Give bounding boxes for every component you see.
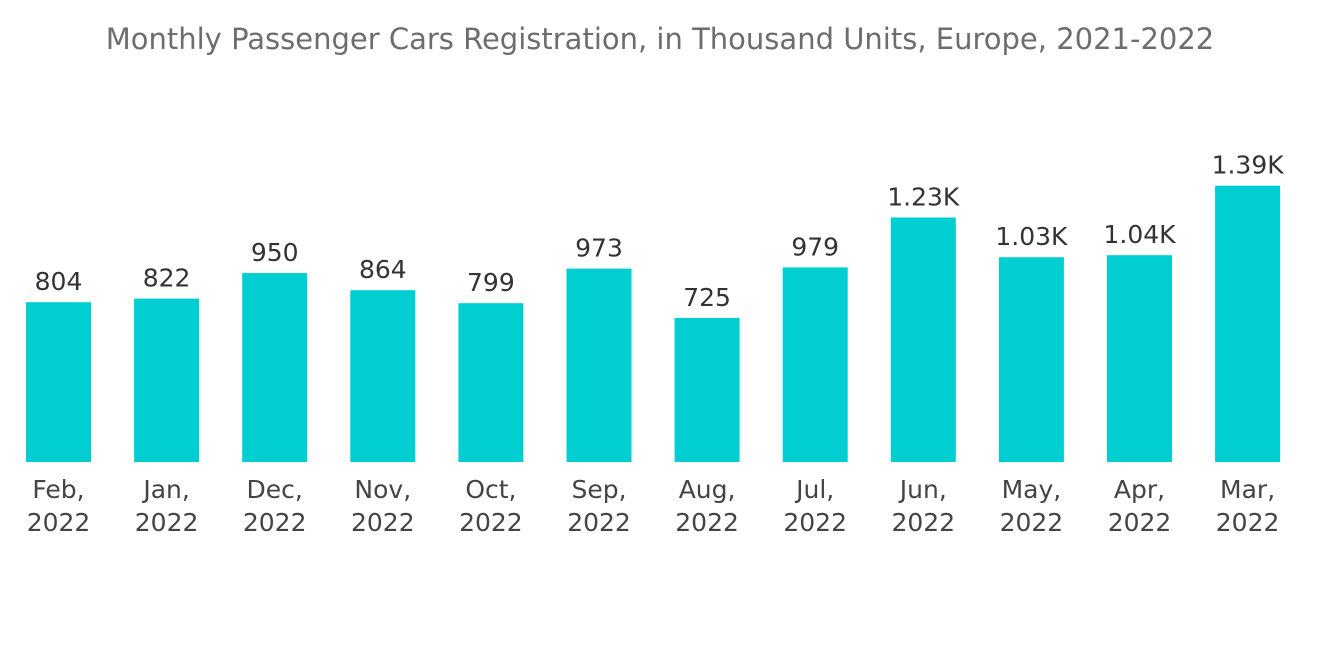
bar-0 xyxy=(26,302,91,462)
x-tick-label-10-line-0: Apr, xyxy=(1114,475,1165,504)
x-tick-label-11-line-1: 2022 xyxy=(1216,508,1280,537)
x-tick-label-5-line-1: 2022 xyxy=(567,508,631,537)
data-label-8: 1.23K xyxy=(887,183,960,212)
bars-layer xyxy=(26,185,1281,462)
bar-11 xyxy=(1215,185,1281,462)
data-label-7: 979 xyxy=(791,232,839,261)
data-label-5: 973 xyxy=(575,234,623,263)
data-label-2: 950 xyxy=(251,238,299,267)
x-tick-label-8-line-0: Jun, xyxy=(898,475,947,504)
data-label-4: 799 xyxy=(467,268,515,297)
data-label-10: 1.04K xyxy=(1103,220,1176,249)
chart-title: Monthly Passenger Cars Registration, in … xyxy=(105,22,1215,56)
x-tick-label-7-line-1: 2022 xyxy=(783,508,847,537)
x-tick-label-9-line-1: 2022 xyxy=(1000,508,1064,537)
x-tick-label-4-line-1: 2022 xyxy=(459,508,523,537)
x-tick-label-0-line-0: Feb, xyxy=(32,475,84,504)
bar-8 xyxy=(890,217,956,462)
bar-9 xyxy=(998,257,1064,462)
x-tick-label-4-line-0: Oct, xyxy=(465,475,516,504)
x-tick-label-3-line-1: 2022 xyxy=(351,508,415,537)
x-tick-label-9-line-0: May, xyxy=(1002,475,1062,504)
bar-1 xyxy=(134,298,200,462)
x-axis-tick-labels: Feb, 2022 Jan, 2022 Dec, 2022 Nov, 2022 Oct, 2022… xyxy=(27,475,1280,537)
data-label-9: 1.03K xyxy=(995,222,1068,251)
data-label-3: 864 xyxy=(359,255,407,284)
bar-3 xyxy=(350,290,416,462)
x-tick-label-1-line-0: Jan, xyxy=(141,475,189,504)
data-label-0: 804 xyxy=(35,267,83,296)
x-tick-label-2-line-1: 2022 xyxy=(243,508,307,537)
x-tick-label-0-line-1: 2022 xyxy=(27,508,91,537)
data-label-1: 822 xyxy=(143,264,191,293)
x-tick-label-2-line-0: Dec, xyxy=(247,475,303,504)
x-tick-label-6-line-0: Aug, xyxy=(679,475,736,504)
x-tick-label-7-line-0: Jul, xyxy=(794,475,834,504)
x-tick-label-11-line-0: Mar, xyxy=(1220,475,1275,504)
x-tick-label-1-line-1: 2022 xyxy=(135,508,199,537)
bar-5 xyxy=(566,268,632,462)
x-tick-label-3-line-0: Nov, xyxy=(354,475,411,504)
bar-6 xyxy=(674,317,740,462)
bar-4 xyxy=(458,303,524,462)
bar-10 xyxy=(1107,255,1172,462)
data-label-6: 725 xyxy=(683,283,731,312)
data-labels-layer: 804 822 950 864 799 973 725 979 1.23K 1.03K 1.04K 1… xyxy=(35,151,1285,312)
data-label-11: 1.39K xyxy=(1212,151,1285,180)
x-tick-label-6-line-1: 2022 xyxy=(675,508,739,537)
x-tick-label-5-line-0: Sep, xyxy=(571,475,626,504)
x-tick-label-10-line-1: 2022 xyxy=(1108,508,1172,537)
bar-7 xyxy=(782,267,848,462)
x-tick-label-8-line-1: 2022 xyxy=(891,508,955,537)
bar-2 xyxy=(242,273,308,462)
